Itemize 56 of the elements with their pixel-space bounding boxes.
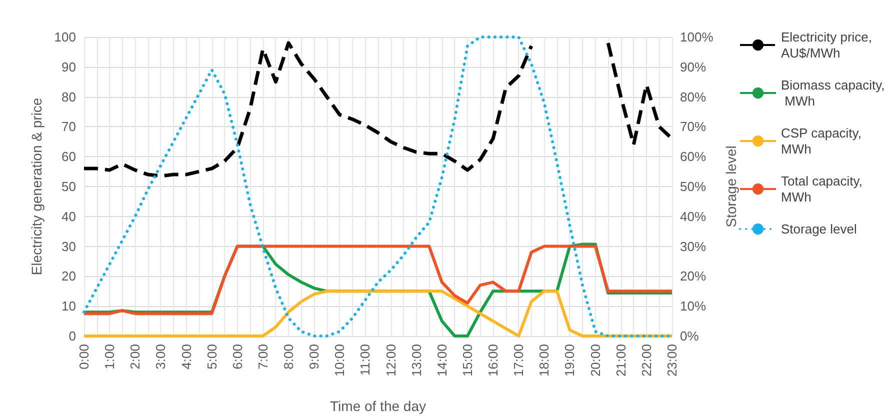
y2-tick-label: 70% bbox=[680, 119, 706, 134]
y2-axis-title: Storage level bbox=[723, 146, 740, 228]
x-tick-label: 1:00 bbox=[102, 344, 118, 370]
x-tick-label: 10:00 bbox=[332, 344, 348, 377]
x-tick-label: 21:00 bbox=[613, 344, 628, 377]
x-tick-label: 20:00 bbox=[588, 344, 603, 377]
line-series bbox=[82, 290, 674, 338]
line-series bbox=[82, 244, 674, 316]
x-tick-label: 12:00 bbox=[383, 344, 398, 377]
y-tick-label: 80 bbox=[62, 89, 76, 104]
y2-tick-label: 30% bbox=[680, 238, 706, 254]
x-axis-title: Time of the day bbox=[330, 398, 426, 414]
y-tick-label: 0 bbox=[68, 328, 76, 344]
y-tick-label: 70 bbox=[62, 119, 76, 134]
x-tick-label: 9:00 bbox=[306, 344, 322, 370]
x-tick-label: 17:00 bbox=[511, 344, 526, 377]
y-tick-label: 90 bbox=[62, 59, 76, 74]
x-tick-label: 0:00 bbox=[76, 344, 92, 370]
y2-tick-label: 90% bbox=[680, 59, 706, 74]
legend-label: CSP capacity, MWh bbox=[781, 126, 866, 156]
y-tick-label: 10 bbox=[62, 298, 76, 314]
x-tick-label: 5:00 bbox=[204, 344, 220, 370]
y-tick-label: 30 bbox=[62, 238, 76, 254]
y-axis-title: Electricity generation & price bbox=[28, 98, 44, 276]
y2-tick-label: 10% bbox=[680, 298, 706, 314]
y-tick-label: 20 bbox=[62, 268, 76, 284]
x-tick-label: 16:00 bbox=[486, 344, 501, 377]
y-tick-label: 60 bbox=[62, 149, 76, 164]
y2-tick-label: 100% bbox=[680, 30, 714, 44]
legend-label: Storage level bbox=[781, 222, 857, 236]
y2-tick-label: 20% bbox=[680, 268, 706, 284]
y2-tick-label: 80% bbox=[680, 89, 706, 104]
legend-label: Biomass capacity, MWh bbox=[781, 78, 885, 108]
x-tick-label: 11:00 bbox=[358, 344, 373, 376]
y2-tick-label: 50% bbox=[680, 179, 706, 194]
x-tick-label: 7:00 bbox=[255, 344, 270, 370]
x-tick-label: 22:00 bbox=[638, 344, 654, 377]
y2-tick-label: 40% bbox=[680, 208, 706, 224]
y-tick-label: 40 bbox=[62, 208, 76, 224]
x-tick-label: 8:00 bbox=[281, 344, 296, 370]
legend-label: Electricity price, AU$/MWh bbox=[781, 30, 876, 60]
x-tick-label: 6:00 bbox=[230, 344, 245, 370]
y-tick-label: 50 bbox=[62, 179, 76, 194]
x-tick-label: 18:00 bbox=[536, 344, 552, 377]
x-tick-label: 3:00 bbox=[153, 344, 168, 370]
x-tick-label: 13:00 bbox=[408, 344, 424, 377]
y2-tick-label: 0% bbox=[680, 328, 700, 344]
x-tick-label: 4:00 bbox=[178, 344, 194, 370]
x-tick-label: 19:00 bbox=[562, 344, 578, 377]
y2-tick-label: 60% bbox=[680, 149, 706, 164]
x-tick-label: 14:00 bbox=[434, 344, 450, 377]
x-tick-label: 23:00 bbox=[664, 344, 680, 377]
legend-label: Total capacity, MWh bbox=[781, 174, 866, 204]
x-tick-label: 15:00 bbox=[460, 344, 475, 377]
x-tick-label: 2:00 bbox=[128, 344, 143, 370]
y-tick-label: 100 bbox=[54, 30, 76, 44]
